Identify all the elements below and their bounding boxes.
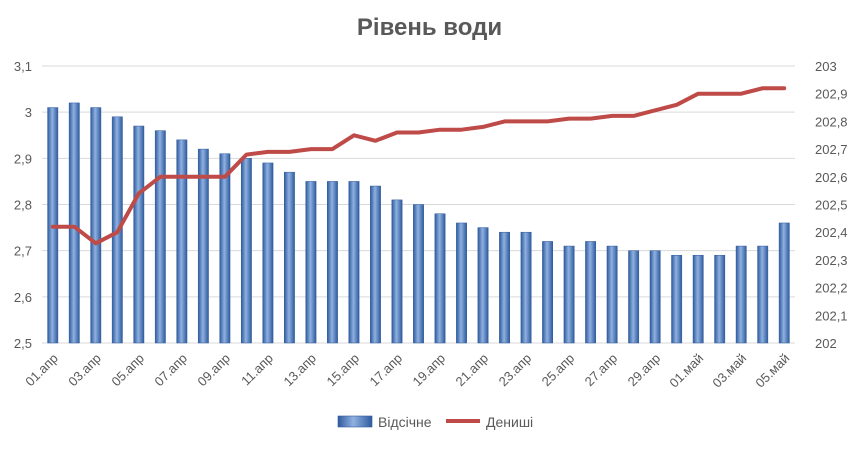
left-tick-label: 2,7: [14, 244, 32, 259]
x-tick-label: 23.апр: [496, 351, 535, 390]
right-tick-label: 202,1: [815, 308, 848, 323]
bar: [133, 125, 145, 344]
x-tick-label: 05.апр: [108, 351, 147, 390]
legend-label-line: Дениші: [486, 414, 533, 430]
x-tick-label: 19.апр: [410, 351, 449, 390]
bar: [628, 250, 640, 344]
bar: [197, 148, 209, 344]
x-tick-label: 29.апр: [625, 351, 664, 390]
left-axis: 2,5 2,6 2,7 2,8 2,9 3 3,1: [14, 59, 32, 351]
bar: [391, 199, 403, 344]
left-tick-label: 2,6: [14, 290, 32, 305]
bar: [154, 130, 166, 344]
x-tick-label: 21.апр: [453, 351, 492, 390]
bar: [778, 222, 790, 344]
bar: [262, 162, 274, 344]
bar: [327, 181, 338, 344]
bar: [606, 245, 618, 344]
right-tick-label: 202,9: [815, 87, 848, 102]
bar: [434, 213, 446, 344]
bar: [542, 241, 553, 344]
x-tick-label: 05.май: [752, 351, 792, 391]
bar: [284, 171, 295, 344]
bar: [90, 107, 102, 344]
right-tick-label: 202,7: [815, 142, 848, 157]
right-tick-label: 202: [815, 336, 837, 351]
bar: [671, 255, 683, 344]
x-tick-label: 27.апр: [582, 351, 621, 390]
bar: [348, 181, 360, 344]
bar: [413, 204, 424, 344]
x-tick-label: 01.апр: [22, 351, 61, 390]
left-tick-label: 2,8: [14, 198, 32, 213]
bar: [68, 102, 80, 344]
bar: [563, 245, 575, 344]
x-axis: 01.апр 03.апр 05.апр 07.апр 09.апр 11.апр 13.а…: [22, 351, 792, 391]
right-tick-label: 202,3: [815, 253, 848, 268]
legend-swatch-bar: [337, 415, 373, 428]
x-tick-label: 03.апр: [65, 351, 104, 390]
bar: [649, 250, 661, 344]
x-tick-label: 01.май: [666, 351, 706, 391]
bar: [305, 181, 317, 344]
right-tick-label: 202,6: [815, 170, 848, 185]
right-tick-label: 202,5: [815, 198, 848, 213]
legend: Відсічне Дениші: [337, 414, 533, 430]
bar: [585, 241, 597, 344]
bar: [692, 255, 704, 344]
right-axis: 202 202,1 202,2 202,3 202,4 202,5 202,6 202,7 20…: [815, 59, 848, 351]
legend-label-bar: Відсічне: [378, 414, 432, 430]
bar: [219, 153, 231, 344]
x-tick-label: 13.апр: [280, 351, 319, 390]
right-tick-label: 203: [815, 59, 837, 74]
bar: [714, 255, 726, 344]
right-tick-label: 202,4: [815, 225, 848, 240]
bar: [499, 231, 510, 344]
left-tick-label: 2,5: [14, 336, 32, 351]
chart-title: Рівень води: [356, 14, 503, 41]
bars-layer: [47, 102, 790, 344]
left-tick-label: 3: [25, 105, 32, 120]
line-layer: [50, 86, 787, 246]
bar: [176, 139, 188, 344]
bar: [520, 231, 532, 344]
x-tick-label: 03.май: [709, 351, 749, 391]
x-tick-label: 17.апр: [367, 351, 406, 390]
x-tick-label: 07.апр: [151, 351, 190, 390]
bar: [370, 185, 381, 344]
left-tick-label: 3,1: [14, 59, 32, 74]
bar: [456, 222, 467, 344]
x-tick-label: 11.апр: [238, 351, 276, 389]
bar: [757, 245, 769, 344]
bar: [240, 158, 252, 344]
right-tick-label: 202,8: [815, 114, 848, 129]
line-series: [50, 86, 787, 246]
bar: [477, 227, 489, 344]
x-tick-label: 25.апр: [539, 351, 578, 390]
x-tick-label: 09.апр: [194, 351, 233, 390]
left-tick-label: 2,9: [14, 151, 32, 166]
x-tick-label: 15.апр: [323, 351, 362, 390]
right-tick-label: 202,2: [815, 281, 848, 296]
bar: [735, 245, 747, 344]
